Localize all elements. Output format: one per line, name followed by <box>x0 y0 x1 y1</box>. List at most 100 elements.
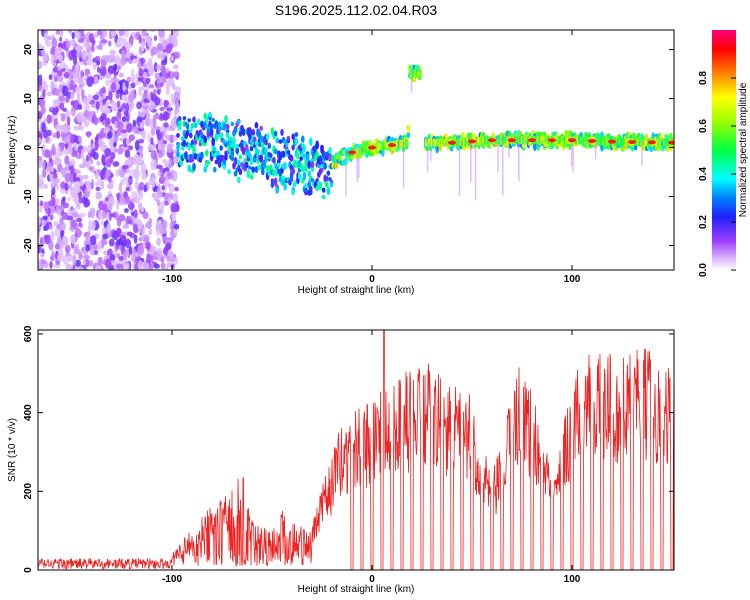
noise-cell <box>126 159 133 164</box>
ridge-core-cell <box>615 137 618 146</box>
noise-cell <box>100 59 107 68</box>
signal-cell <box>328 146 332 155</box>
x-tick-label: 100 <box>564 274 581 285</box>
streak-cell <box>594 136 597 160</box>
ridge-core-cell <box>520 136 524 145</box>
noise-cell <box>77 124 85 131</box>
noise-cell <box>140 162 147 174</box>
ridge-core-cell <box>455 138 458 147</box>
signal-cell <box>176 143 180 152</box>
signal-cell <box>241 148 246 156</box>
signal-cell <box>257 164 262 171</box>
noise-cell <box>166 143 173 154</box>
noise-cell <box>110 30 117 37</box>
signal-cell <box>275 137 280 144</box>
noise-cell <box>64 172 71 183</box>
signal-cell <box>291 167 296 175</box>
noise-cell <box>88 219 92 227</box>
signal-cell <box>192 162 196 172</box>
signal-cell <box>283 161 288 170</box>
noise-cell <box>42 89 46 100</box>
noise-cell <box>156 132 162 141</box>
noise-cell <box>39 97 46 108</box>
noise-cell <box>156 64 161 71</box>
noise-cell <box>130 82 136 89</box>
signal-cell <box>248 127 252 136</box>
noise-cell <box>170 55 175 62</box>
noise-cell <box>163 140 168 145</box>
noise-cell <box>164 200 170 206</box>
signal-cell <box>632 132 636 140</box>
noise-cell <box>132 92 136 99</box>
signal-cell <box>302 144 307 153</box>
ridge-core-cell <box>546 136 549 145</box>
noise-cell <box>90 211 95 219</box>
noise-cell <box>147 143 155 151</box>
signal-cell <box>445 133 449 140</box>
signal-cell <box>264 138 268 146</box>
noise-cell <box>43 234 48 240</box>
noise-cell <box>97 66 101 73</box>
noise-cell <box>58 250 62 258</box>
chart-title: S196.2025.112.02.04.R03 <box>275 2 438 18</box>
signal-cell <box>187 142 191 151</box>
noise-cell <box>137 138 145 144</box>
ridge-hotspot <box>448 140 456 145</box>
noise-cell <box>164 135 171 140</box>
noise-cell <box>150 159 157 171</box>
noise-cell <box>41 217 45 228</box>
noise-cell <box>110 152 116 160</box>
signal-cell <box>261 140 265 150</box>
noise-cell <box>149 117 154 129</box>
x-tick-label: 0 <box>369 274 375 285</box>
ridge-core-cell <box>354 147 357 156</box>
noise-cell <box>110 213 117 218</box>
signal-cell <box>307 170 312 177</box>
noise-cell <box>40 105 46 115</box>
signal-cell <box>233 128 238 133</box>
signal-cell <box>337 153 342 162</box>
ridge-hotspot <box>488 138 496 143</box>
noise-cell <box>168 183 175 193</box>
x-tick-label: -100 <box>162 274 182 285</box>
ridge-hotspot <box>588 138 596 143</box>
noise-cell <box>87 211 92 219</box>
noise-cell <box>144 112 151 119</box>
signal-cell <box>189 132 193 139</box>
noise-cell <box>83 120 90 128</box>
signal-cell <box>304 187 308 193</box>
signal-cell <box>235 146 239 155</box>
signal-cell <box>237 159 241 167</box>
noise-cell <box>157 249 162 260</box>
noise-cell <box>74 31 81 39</box>
snr-line-series <box>38 329 674 570</box>
noise-cell <box>39 252 45 258</box>
snr-y-axis-label: SNR (10 * v/v) <box>7 418 18 482</box>
noise-cell <box>106 158 112 168</box>
y-tick-label: 600 <box>23 325 34 342</box>
noise-cell <box>46 129 52 137</box>
signal-cell <box>302 153 307 160</box>
noise-cell <box>165 44 172 54</box>
y-tick-label: 0 <box>23 144 34 150</box>
noise-cell <box>103 250 107 255</box>
noise-cell <box>123 30 129 38</box>
noise-cell <box>154 72 161 80</box>
noise-cell <box>71 31 75 40</box>
noise-cell <box>109 50 115 57</box>
colorbar-tick-label: 0.6 <box>698 119 709 133</box>
signal-cell <box>264 147 268 155</box>
noise-cell <box>150 149 158 160</box>
signal-cell <box>273 177 278 186</box>
noise-cell <box>142 228 146 236</box>
noise-cell <box>38 229 41 241</box>
noise-cell <box>105 170 109 180</box>
noise-cell <box>170 93 175 101</box>
noise-cell <box>52 99 59 107</box>
signal-cell <box>184 152 188 160</box>
noise-cell <box>105 117 111 126</box>
signal-cell <box>217 122 222 128</box>
noise-cell <box>174 38 178 47</box>
noise-cell <box>100 39 108 44</box>
noise-cell <box>59 36 63 42</box>
